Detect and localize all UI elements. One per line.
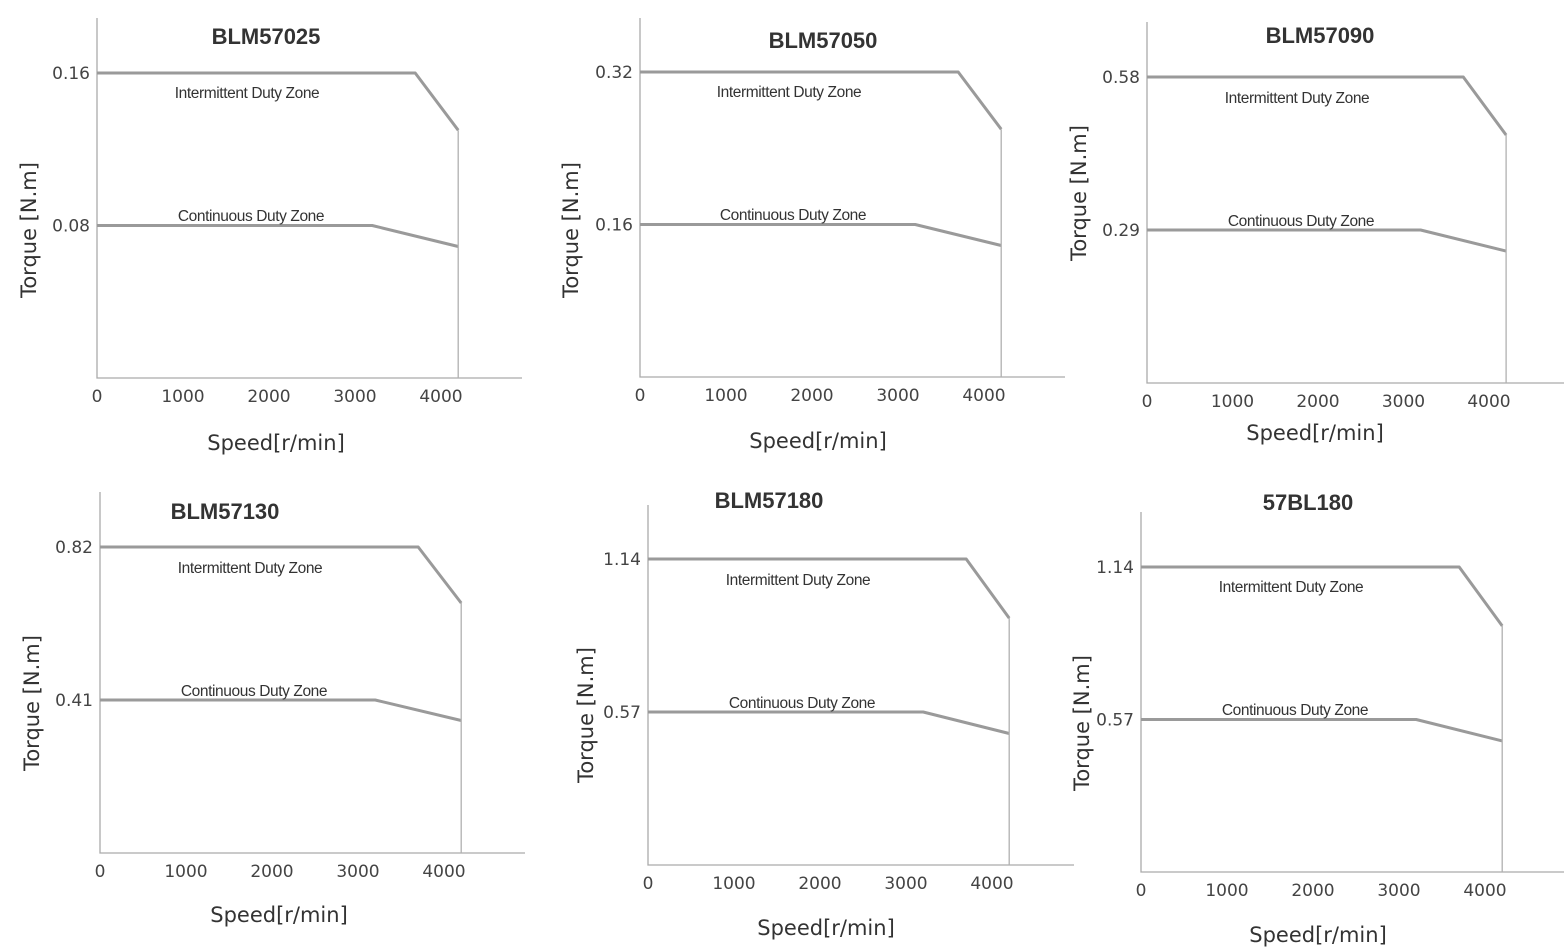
x-tick-label: 3000 xyxy=(876,386,919,406)
x-tick-label: 1000 xyxy=(164,862,207,882)
axes xyxy=(1146,22,1564,384)
y-axis-label: Torque [N.m] xyxy=(1070,655,1094,792)
chart-title: BLM57050 xyxy=(769,28,878,53)
continuous-zone-label: Continuous Duty Zone xyxy=(1228,213,1374,230)
x-tick-label: 3000 xyxy=(333,387,376,407)
x-tick-label: 3000 xyxy=(1382,392,1425,412)
intermittent-duty-curve xyxy=(1141,565,1504,627)
y-tick-label: 0.29 xyxy=(1102,221,1140,241)
continuous-zone-label: Continuous Duty Zone xyxy=(720,207,866,224)
intermittent-duty-curve xyxy=(648,557,1011,619)
torque-speed-chart-2: BLM57050 0 1000 2000 3000 4000 0.16 0.32 Torque … xyxy=(559,18,1065,453)
x-axis-label: Speed[r/min] xyxy=(749,429,887,453)
x-tick-label: 2000 xyxy=(247,387,290,407)
x-tick-label: 2000 xyxy=(250,862,293,882)
y-tick-label: 0.16 xyxy=(52,64,90,84)
y-axis-label: Torque [N.m] xyxy=(574,647,598,784)
y-tick-label: 0.82 xyxy=(55,538,93,558)
x-axis-label: Speed[r/min] xyxy=(210,903,348,927)
continuous-zone-label: Continuous Duty Zone xyxy=(178,208,324,225)
x-tick-label: 1000 xyxy=(1205,881,1248,901)
axes xyxy=(647,505,1074,866)
x-tick-label: 0 xyxy=(643,874,654,894)
x-tick-label: 2000 xyxy=(790,386,833,406)
x-tick-label: 1000 xyxy=(704,386,747,406)
continuous-duty-curve xyxy=(97,224,459,248)
y-axis-label: Torque [N.m] xyxy=(20,635,44,772)
x-tick-label: 4000 xyxy=(419,387,462,407)
intermittent-zone-label: Intermittent Duty Zone xyxy=(175,85,320,102)
continuous-duty-curve xyxy=(1141,718,1503,743)
continuous-zone-label: Continuous Duty Zone xyxy=(1222,702,1368,719)
intermittent-zone-label: Intermittent Duty Zone xyxy=(726,572,871,589)
x-tick-label: 1000 xyxy=(161,387,204,407)
chart-title: BLM57090 xyxy=(1266,23,1375,48)
y-tick-label: 0.41 xyxy=(55,691,93,711)
torque-speed-chart-3: BLM57090 0 1000 2000 3000 4000 0.29 0.58 Torque … xyxy=(1067,22,1564,445)
x-tick-label: 3000 xyxy=(884,874,927,894)
torque-speed-chart-1: BLM57025 0 1000 2000 3000 4000 0.08 0.16 Torque … xyxy=(17,18,522,455)
x-tick-label: 1000 xyxy=(1211,392,1254,412)
y-tick-label: 1.14 xyxy=(1096,558,1134,578)
x-axis-label: Speed[r/min] xyxy=(757,916,895,940)
y-tick-label: 0.16 xyxy=(595,216,633,236)
y-tick-label: 0.58 xyxy=(1102,68,1140,88)
x-tick-label: 3000 xyxy=(336,862,379,882)
intermittent-zone-label: Intermittent Duty Zone xyxy=(1225,90,1370,107)
y-tick-label: 1.14 xyxy=(603,550,641,570)
x-tick-label: 2000 xyxy=(798,874,841,894)
axes xyxy=(1140,512,1564,873)
x-tick-label: 4000 xyxy=(962,386,1005,406)
intermittent-zone-label: Intermittent Duty Zone xyxy=(178,560,323,577)
x-tick-label: 0 xyxy=(95,862,106,882)
x-tick-label: 1000 xyxy=(712,874,755,894)
intermittent-zone-label: Intermittent Duty Zone xyxy=(717,84,862,101)
x-tick-label: 0 xyxy=(1136,881,1147,901)
continuous-duty-curve xyxy=(100,698,462,722)
x-tick-label: 2000 xyxy=(1296,392,1339,412)
x-axis-label: Speed[r/min] xyxy=(1249,923,1387,947)
x-axis-label: Speed[r/min] xyxy=(207,431,345,455)
axes xyxy=(99,492,525,854)
continuous-duty-curve xyxy=(1147,228,1507,253)
continuous-zone-label: Continuous Duty Zone xyxy=(181,683,327,700)
chart-title: BLM57130 xyxy=(171,499,280,524)
intermittent-duty-curve xyxy=(1147,75,1508,136)
y-tick-label: 0.08 xyxy=(52,217,90,237)
axes xyxy=(639,18,1065,378)
intermittent-zone-label: Intermittent Duty Zone xyxy=(1219,579,1364,596)
continuous-duty-curve xyxy=(640,223,1002,247)
x-axis-label: Speed[r/min] xyxy=(1246,421,1384,445)
torque-speed-chart-5: BLM57180 0 1000 2000 3000 4000 0.57 1.14 Torque … xyxy=(574,488,1074,940)
intermittent-duty-curve xyxy=(100,545,463,604)
torque-speed-chart-6: 57BL180 0 1000 2000 3000 4000 0.57 1.14 Torque [… xyxy=(1070,490,1564,947)
x-tick-label: 4000 xyxy=(1463,881,1506,901)
x-tick-label: 0 xyxy=(635,386,646,406)
y-tick-label: 0.32 xyxy=(595,63,633,83)
continuous-duty-curve xyxy=(648,710,1010,735)
x-tick-label: 3000 xyxy=(1377,881,1420,901)
x-tick-label: 4000 xyxy=(1467,392,1510,412)
x-tick-label: 0 xyxy=(1142,392,1153,412)
chart-title: BLM57025 xyxy=(212,24,321,49)
y-axis-label: Torque [N.m] xyxy=(17,162,41,299)
x-tick-label: 4000 xyxy=(970,874,1013,894)
x-tick-label: 0 xyxy=(92,387,103,407)
x-tick-label: 4000 xyxy=(422,862,465,882)
torque-speed-chart-4: BLM57130 0 1000 2000 3000 4000 0.41 0.82 Torque … xyxy=(20,492,525,927)
chart-title: 57BL180 xyxy=(1263,490,1354,515)
continuous-zone-label: Continuous Duty Zone xyxy=(729,695,875,712)
y-axis-label: Torque [N.m] xyxy=(1067,125,1091,262)
y-axis-label: Torque [N.m] xyxy=(559,162,583,299)
intermittent-duty-curve xyxy=(97,71,460,132)
x-tick-label: 2000 xyxy=(1291,881,1334,901)
intermittent-duty-curve xyxy=(640,70,1003,131)
y-tick-label: 0.57 xyxy=(603,703,641,723)
chart-title: BLM57180 xyxy=(715,488,824,513)
axes xyxy=(96,18,522,379)
y-tick-label: 0.57 xyxy=(1096,711,1134,731)
